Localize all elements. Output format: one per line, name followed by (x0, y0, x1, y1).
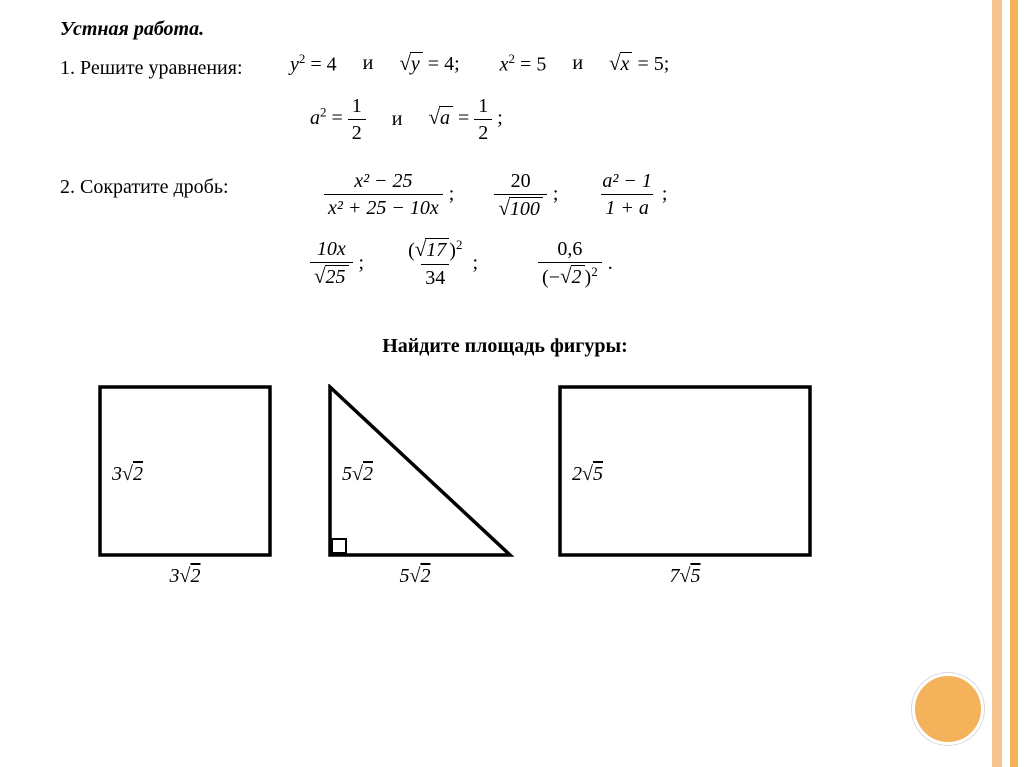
rect-bottom-label: 7√5 (670, 565, 701, 588)
page-title: Устная работа. (60, 18, 950, 41)
q1-line1: y2 = 4 и y = 4; x2 = 5 и (290, 51, 669, 77)
slide-content: Устная работа. 1. Решите уравнения: y2 =… (0, 0, 980, 767)
q2-line1: x² − 25 x² + 25 − 10x ; 20 100 ; a² − 1 … (290, 170, 667, 220)
square-bottom-label: 3√2 (170, 565, 201, 588)
eq3a: a2 = 12 (310, 95, 366, 144)
frac3: a² − 1 1 + a (598, 170, 656, 219)
q2-math: x² − 25 x² + 25 − 10x ; 20 100 ; a² − 1 … (290, 170, 667, 307)
eq2b: x = 5; (609, 51, 669, 76)
decorative-border (992, 0, 1024, 767)
question-2: 2. Сократите дробь: x² − 25 x² + 25 − 10… (60, 170, 950, 307)
subhead: Найдите площадь фигуры: (60, 335, 950, 358)
shape-rect: 2√5 7√5 (550, 384, 820, 588)
conj: и (363, 52, 374, 75)
triangle-bottom-label: 5√2 (400, 565, 431, 588)
eq1a: y2 = 4 (290, 51, 337, 77)
q2-line2: 10x 25 ; (17)2 34 ; 0,6 (−2)2 . (290, 238, 667, 289)
svg-text:5√2: 5√2 (342, 463, 373, 485)
shape-triangle: 5√2 5√2 (315, 384, 515, 588)
svg-text:2√5: 2√5 (572, 463, 603, 485)
frac1: x² − 25 x² + 25 − 10x (324, 170, 443, 219)
shapes-row: 3√2 3√2 5√2 5√2 2√5 7√5 (60, 384, 950, 588)
q1-math: y2 = 4 и y = 4; x2 = 5 и (290, 51, 669, 162)
frac5: (17)2 34 (404, 238, 466, 289)
q1-prompt: 1. Решите уравнения: (60, 51, 290, 80)
question-1: 1. Решите уравнения: y2 = 4 и y = 4; x2 … (60, 51, 950, 162)
q1-line2: a2 = 12 и a = 12 ; (310, 95, 669, 144)
frac2: 20 100 (494, 170, 547, 220)
frac6: 0,6 (−2)2 (538, 238, 602, 289)
shape-square: 3√2 3√2 (90, 384, 280, 588)
eq2a: x2 = 5 (500, 51, 547, 77)
eq3b: a = 12 ; (428, 95, 502, 144)
svg-text:3√2: 3√2 (111, 463, 143, 485)
q2-prompt: 2. Сократите дробь: (60, 170, 290, 199)
decorative-circle-icon (912, 673, 984, 745)
frac4: 10x 25 (310, 238, 353, 288)
eq1b: y = 4; (399, 51, 459, 76)
